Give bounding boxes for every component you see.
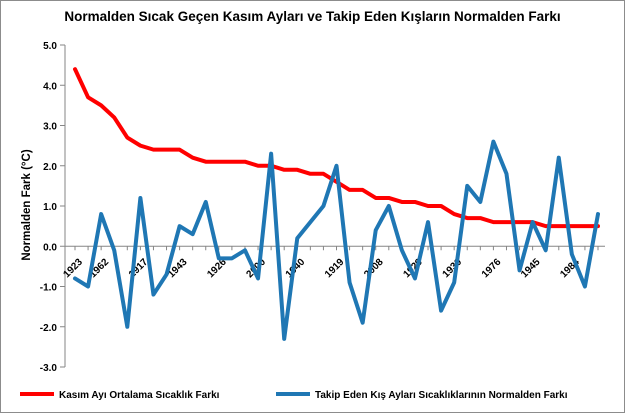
y-tick-label: 2.0 xyxy=(43,162,57,173)
x-tick-label: 2008 xyxy=(362,256,386,280)
y-tick-label: -2.0 xyxy=(40,323,58,334)
y-tick-label: 0.0 xyxy=(43,242,57,253)
y-axis-label: Normalden Fark (°C) xyxy=(21,149,33,260)
legend-label-kasim: Kasım Ayı Ortalama Sıcaklık Farkı xyxy=(59,390,220,401)
x-tick-label: 1976 xyxy=(480,256,504,280)
series-line-kasim xyxy=(73,67,600,229)
series-lines xyxy=(73,67,600,341)
x-tick-label: 1919 xyxy=(323,256,347,280)
y-tick-label: 1.0 xyxy=(43,202,57,213)
y-tick-label: 5.0 xyxy=(43,41,57,52)
y-tick-label: 4.0 xyxy=(43,81,57,92)
legend-label-kis: Takip Eden Kış Ayları Sıcaklıklarının No… xyxy=(315,390,568,401)
chart-title: Normalden Sıcak Geçen Kasım Ayları ve Ta… xyxy=(64,9,561,24)
legend: Kasım Ayı Ortalama Sıcaklık Farkı Takip … xyxy=(20,390,568,401)
x-tick-label: 1930 xyxy=(441,256,465,280)
y-tick-label: 3.0 xyxy=(43,122,57,133)
y-tick-labels: 5.0 4.0 3.0 2.0 1.0 0.0 -1.0 -2.0 -3.0 xyxy=(40,41,58,374)
y-tick-label: -1.0 xyxy=(40,283,58,294)
series-line-kis xyxy=(73,139,600,341)
y-tick-label: -3.0 xyxy=(40,363,58,374)
x-tick-labels: 1923 1962 1917 1943 1926 2000 1940 1919 2008 1929… xyxy=(61,256,582,280)
